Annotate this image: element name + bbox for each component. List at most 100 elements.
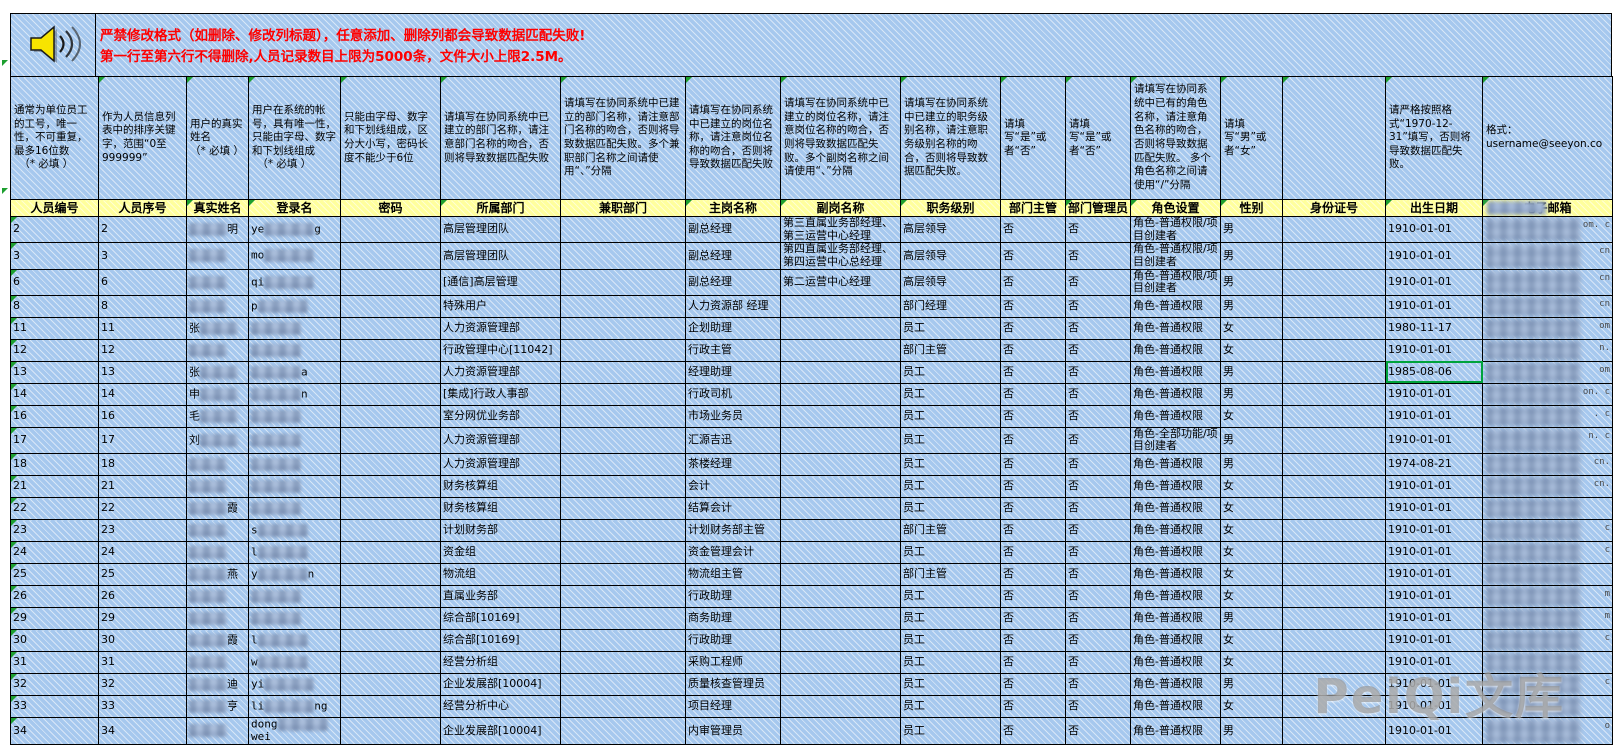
- cell-password[interactable]: [340, 497, 441, 521]
- cell-id_card[interactable]: [1282, 717, 1386, 745]
- cell-name[interactable]: [186, 519, 249, 543]
- cell-id[interactable]: 12: [10, 338, 99, 362]
- cell-name[interactable]: [186, 338, 249, 362]
- column-header-password[interactable]: 密码: [340, 199, 441, 217]
- cell-role[interactable]: 角色-普通权限: [1130, 475, 1221, 499]
- cell-seq[interactable]: 24: [98, 541, 187, 565]
- cell-dept[interactable]: 财务核算组: [440, 497, 561, 521]
- cell-gender[interactable]: 女: [1220, 475, 1283, 499]
- cell-id_card[interactable]: [1282, 651, 1386, 675]
- cell-name[interactable]: [186, 585, 249, 609]
- cell-level[interactable]: 员工: [900, 717, 1001, 745]
- cell-sub_post[interactable]: [780, 382, 901, 406]
- instruction-cell-id[interactable]: 通常为单位员工的工号，唯一性，不可重复，最多16位数 （* 必填 ）: [10, 76, 99, 200]
- cell-name[interactable]: 刘: [186, 426, 249, 455]
- cell-dept[interactable]: 财务核算组: [440, 475, 561, 499]
- cell-id_card[interactable]: [1282, 404, 1386, 428]
- cell-password[interactable]: [340, 382, 441, 406]
- cell-birth[interactable]: 1910-01-01: [1385, 497, 1483, 521]
- cell-birth[interactable]: 1910-01-01: [1385, 519, 1483, 543]
- cell-admin[interactable]: 否: [1065, 651, 1131, 675]
- cell-name[interactable]: 毛: [186, 404, 249, 428]
- cell-level[interactable]: 员工: [900, 607, 1001, 631]
- cell-id[interactable]: 18: [10, 453, 99, 477]
- cell-email[interactable]: [1482, 497, 1613, 521]
- cell-password[interactable]: [340, 294, 441, 318]
- cell-level[interactable]: 员工: [900, 360, 1001, 384]
- cell-birth[interactable]: 1910-01-01: [1385, 541, 1483, 565]
- cell-email[interactable]: [1482, 695, 1613, 719]
- instruction-cell-gender[interactable]: 请填写“男”或者“女”: [1220, 76, 1283, 200]
- cell-password[interactable]: [340, 426, 441, 455]
- cell-login[interactable]: l: [248, 541, 341, 565]
- cell-login[interactable]: [248, 607, 341, 631]
- cell-email[interactable]: cn: [1482, 242, 1613, 270]
- cell-supervisor[interactable]: 否: [1000, 453, 1066, 477]
- instruction-cell-role[interactable]: 请填写在协同系统中已有的角色名称，请注意角色名称的吻合，否则将导致数据匹配失败。…: [1130, 76, 1221, 200]
- cell-level[interactable]: 高层领导: [900, 268, 1001, 296]
- cell-sub_post[interactable]: [780, 338, 901, 362]
- cell-role[interactable]: 角色-普通权限: [1130, 695, 1221, 719]
- cell-role[interactable]: 角色-普通权限: [1130, 519, 1221, 543]
- cell-name[interactable]: [186, 475, 249, 499]
- cell-login[interactable]: p: [248, 294, 341, 318]
- cell-supervisor[interactable]: 否: [1000, 717, 1066, 745]
- cell-parttime[interactable]: [560, 382, 686, 406]
- cell-sub_post[interactable]: 第二运营中心经理: [780, 268, 901, 296]
- cell-gender[interactable]: 男: [1220, 215, 1283, 244]
- cell-sub_post[interactable]: [780, 717, 901, 745]
- cell-dept[interactable]: 综合部[10169]: [440, 629, 561, 653]
- cell-sub_post[interactable]: [780, 563, 901, 587]
- cell-role[interactable]: 角色-普通权限: [1130, 629, 1221, 653]
- cell-seq[interactable]: 30: [98, 629, 187, 653]
- cell-sub_post[interactable]: 第三直属业务部经理、第三运营中心经理: [780, 215, 901, 244]
- cell-birth[interactable]: 1910-01-01: [1385, 651, 1483, 675]
- cell-admin[interactable]: 否: [1065, 360, 1131, 384]
- cell-password[interactable]: [340, 541, 441, 565]
- cell-parttime[interactable]: [560, 673, 686, 697]
- cell-password[interactable]: [340, 268, 441, 296]
- instruction-cell-main_post[interactable]: 请填写在协同系统中已建立的岗位名称，请注意岗位名称的吻合，否则将导致数据匹配失败: [685, 76, 781, 200]
- cell-password[interactable]: [340, 607, 441, 631]
- cell-admin[interactable]: 否: [1065, 717, 1131, 745]
- cell-seq[interactable]: 6: [98, 268, 187, 296]
- cell-parttime[interactable]: [560, 607, 686, 631]
- cell-password[interactable]: [340, 519, 441, 543]
- cell-name[interactable]: [186, 453, 249, 477]
- cell-birth[interactable]: 1910-01-01: [1385, 268, 1483, 296]
- cell-admin[interactable]: 否: [1065, 475, 1131, 499]
- cell-admin[interactable]: 否: [1065, 519, 1131, 543]
- cell-email[interactable]: cn.: [1482, 453, 1613, 477]
- cell-seq[interactable]: 18: [98, 453, 187, 477]
- cell-gender[interactable]: 男: [1220, 294, 1283, 318]
- cell-gender[interactable]: 女: [1220, 563, 1283, 587]
- cell-dept[interactable]: 人力资源管理部: [440, 316, 561, 340]
- cell-login[interactable]: yi: [248, 673, 341, 697]
- cell-id_card[interactable]: [1282, 338, 1386, 362]
- cell-parttime[interactable]: [560, 426, 686, 455]
- cell-password[interactable]: [340, 717, 441, 745]
- cell-level[interactable]: 员工: [900, 426, 1001, 455]
- cell-login[interactable]: [248, 585, 341, 609]
- cell-id[interactable]: 25: [10, 563, 99, 587]
- column-header-email[interactable]: 电子邮箱: [1482, 199, 1613, 217]
- cell-gender[interactable]: 女: [1220, 695, 1283, 719]
- cell-sub_post[interactable]: [780, 585, 901, 609]
- cell-main_post[interactable]: 行政助理: [685, 585, 781, 609]
- cell-password[interactable]: [340, 563, 441, 587]
- cell-email[interactable]: cn: [1482, 294, 1613, 318]
- cell-birth[interactable]: 1980-11-17: [1385, 316, 1483, 340]
- cell-seq[interactable]: 16: [98, 404, 187, 428]
- cell-sub_post[interactable]: [780, 607, 901, 631]
- column-header-sub_post[interactable]: 副岗名称: [780, 199, 901, 217]
- cell-id[interactable]: 32: [10, 673, 99, 697]
- cell-role[interactable]: 角色-普通权限: [1130, 651, 1221, 675]
- cell-id[interactable]: 17: [10, 426, 99, 455]
- cell-seq[interactable]: 21: [98, 475, 187, 499]
- cell-email[interactable]: m: [1482, 607, 1613, 631]
- cell-seq[interactable]: 17: [98, 426, 187, 455]
- cell-sub_post[interactable]: [780, 673, 901, 697]
- cell-login[interactable]: dongwei: [248, 717, 341, 745]
- cell-seq[interactable]: 25: [98, 563, 187, 587]
- cell-gender[interactable]: 男: [1220, 382, 1283, 406]
